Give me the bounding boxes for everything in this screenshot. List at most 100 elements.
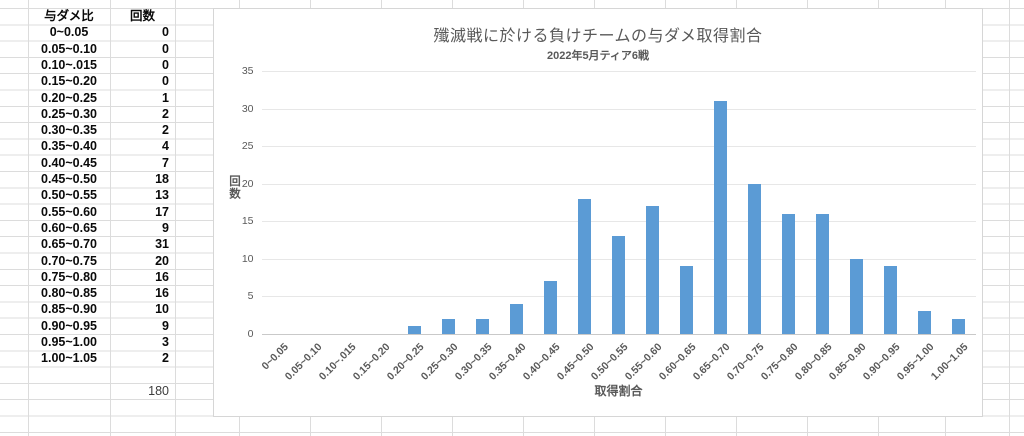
bin-label-cell[interactable]: 0.95~1.00: [41, 335, 97, 349]
count-cell[interactable]: 0: [162, 57, 169, 72]
count-cell[interactable]: 4: [162, 139, 169, 154]
bin-label-cell[interactable]: 0.15~0.20: [41, 74, 97, 89]
x-tick-label: 1.00~1.05: [929, 341, 971, 383]
table-row: 0.90~0.95 9: [0, 318, 213, 334]
y-gridline: [261, 146, 976, 148]
bar-0.70~0.75[interactable]: [748, 183, 761, 334]
table-row: 180: [0, 383, 213, 399]
count-cell[interactable]: 2: [162, 123, 169, 138]
table-row: 0.85~0.90 10: [0, 301, 213, 317]
chart-subtitle: 2022年5月ティア6戦: [546, 50, 650, 62]
bar-0.95~1.00[interactable]: [918, 311, 931, 334]
count-cell[interactable]: 9: [162, 220, 169, 235]
bar-0.55~0.60[interactable]: [646, 206, 659, 334]
bin-label-cell[interactable]: 0.60~0.65: [41, 220, 97, 235]
bin-label-cell[interactable]: 0.50~0.55: [41, 188, 97, 203]
column-gridline: [110, 0, 111, 436]
y-tick-label: 30: [241, 102, 254, 115]
bar-1.00~1.05[interactable]: [952, 318, 965, 334]
table-header-row: 与ダメ比 回数: [0, 8, 213, 24]
table-row: 0.50~0.55 13: [0, 187, 213, 203]
count-cell[interactable]: 16: [155, 269, 169, 284]
y-gridline: [261, 221, 976, 223]
bar-chart[interactable]: 殲滅戦に於ける負けチームの与ダメ取得割合 2022年5月ティア6戦 回数 0 5 1…: [213, 8, 983, 417]
table-row: 0.55~0.60 17: [0, 204, 213, 220]
bin-label-cell[interactable]: 0~0.05: [49, 25, 89, 40]
bar-0.85~0.90[interactable]: [850, 258, 863, 334]
bin-label-cell[interactable]: 0.85~0.90: [41, 302, 97, 317]
bin-label-cell[interactable]: 0.10~.015: [41, 57, 97, 72]
bin-label-cell[interactable]: 0.90~0.95: [41, 318, 97, 333]
y-gridline: [261, 71, 976, 72]
bar-0.60~0.65[interactable]: [680, 266, 693, 334]
bin-label-cell[interactable]: 0.70~0.75: [41, 253, 97, 268]
bar-0.30~0.35[interactable]: [476, 318, 489, 334]
bar-0.65~0.70[interactable]: [714, 101, 727, 334]
count-cell[interactable]: 9: [162, 318, 169, 333]
x-tick-label: 0~0.05: [259, 341, 291, 373]
bin-label-cell[interactable]: 0.55~0.60: [41, 204, 97, 219]
count-cell[interactable]: 0: [162, 41, 169, 56]
x-axis-title: 取得割合: [594, 384, 643, 398]
count-cell[interactable]: 0: [162, 74, 169, 89]
bin-label-cell[interactable]: 0.30~0.35: [41, 123, 97, 138]
y-tick-label: 5: [247, 290, 254, 303]
table-row: 0.80~0.85 16: [0, 285, 213, 301]
count-cell[interactable]: 20: [155, 253, 169, 268]
count-cell[interactable]: 18: [155, 172, 169, 186]
bar-0.80~0.85[interactable]: [816, 213, 829, 334]
count-cell[interactable]: 3: [162, 335, 169, 349]
total-count-cell[interactable]: 180: [148, 383, 169, 398]
col-header-bin[interactable]: 与ダメ比: [44, 9, 94, 23]
bin-label-cell[interactable]: 0.65~0.70: [41, 237, 97, 252]
count-cell[interactable]: 17: [155, 204, 169, 219]
table-row: 0.65~0.70 31: [0, 236, 213, 252]
table-row: 0.40~0.45 7: [0, 155, 213, 171]
bin-label-cell[interactable]: 0.05~0.10: [41, 41, 97, 56]
y-gridline: [261, 108, 976, 110]
count-cell[interactable]: 31: [155, 237, 169, 252]
bin-label-cell[interactable]: 0.25~0.30: [41, 106, 97, 121]
bar-0.40~0.45[interactable]: [544, 281, 557, 334]
col-header-count[interactable]: 回数: [129, 9, 155, 23]
table-row: 0~0.05 0: [0, 24, 213, 40]
y-tick-label: 25: [241, 140, 254, 153]
y-tick-label: 15: [241, 215, 254, 228]
y-axis-title: 回数: [228, 174, 240, 200]
bar-0.35~0.40[interactable]: [510, 303, 523, 334]
table-row: 0.05~0.10 0: [0, 41, 213, 57]
table-row: 0.45~0.50 18: [0, 171, 213, 187]
bin-label-cell[interactable]: 0.20~0.25: [41, 90, 97, 105]
count-cell[interactable]: 2: [162, 106, 169, 121]
bar-0.20~0.25[interactable]: [408, 326, 421, 334]
y-gridline: [261, 183, 976, 185]
table-row: 0.30~0.35 2: [0, 122, 213, 138]
bin-label-cell[interactable]: 0.45~0.50: [41, 172, 97, 186]
bar-0.50~0.55[interactable]: [612, 236, 625, 334]
count-cell[interactable]: 1: [162, 90, 169, 105]
bin-label-cell[interactable]: 0.35~0.40: [41, 139, 97, 154]
bar-0.75~0.80[interactable]: [782, 213, 795, 334]
table-row: 1.00~1.05 2: [0, 350, 213, 366]
bar-0.45~0.50[interactable]: [578, 198, 591, 334]
x-axis-line: [261, 334, 976, 335]
y-tick-label: 35: [241, 65, 254, 77]
count-cell[interactable]: 10: [155, 302, 169, 317]
table-row: 0.25~0.30 2: [0, 106, 213, 122]
count-cell[interactable]: 13: [155, 188, 169, 203]
bin-label-cell[interactable]: 0.75~0.80: [41, 269, 97, 284]
chart-title: 殲滅戦に於ける負けチームの与ダメ取得割合: [433, 28, 763, 45]
bin-label-cell[interactable]: 1.00~1.05: [41, 351, 97, 366]
count-cell[interactable]: 0: [162, 25, 169, 40]
column-gridline: [175, 0, 176, 436]
bin-label-cell[interactable]: 0.40~0.45: [41, 155, 97, 170]
count-cell[interactable]: 16: [155, 286, 169, 301]
count-cell[interactable]: 2: [162, 351, 169, 366]
count-cell[interactable]: 7: [162, 155, 169, 170]
bar-0.90~0.95[interactable]: [884, 266, 897, 334]
table-row: 0.10~.015 0: [0, 57, 213, 73]
bar-0.25~0.30[interactable]: [442, 318, 455, 334]
y-tick-label: 20: [241, 177, 254, 190]
bin-label-cell[interactable]: 0.80~0.85: [41, 286, 97, 301]
table-row: 0.35~0.40 4: [0, 138, 213, 154]
